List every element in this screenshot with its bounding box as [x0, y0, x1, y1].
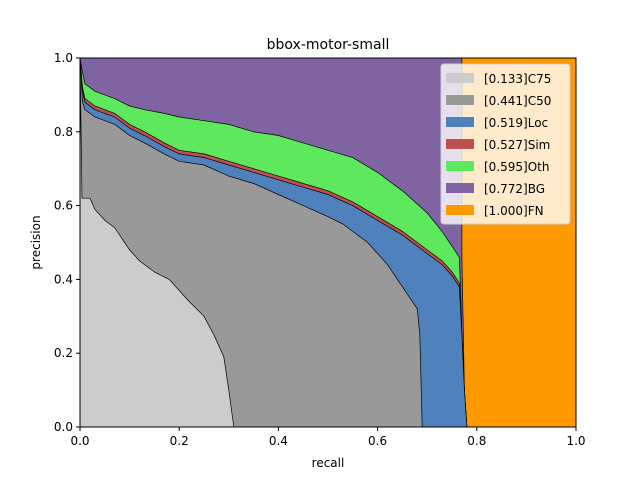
- legend-swatch: [446, 205, 474, 215]
- legend-label: [1.000]FN: [484, 204, 544, 218]
- y-tick-label: 0.6: [54, 199, 73, 213]
- legend-swatch: [446, 95, 474, 105]
- chart-title: bbox-motor-small: [267, 37, 390, 53]
- legend-label: [0.519]Loc: [484, 116, 548, 130]
- x-tick-label: 0.0: [70, 434, 89, 448]
- x-tick-label: 0.8: [467, 434, 486, 448]
- x-tick-label: 0.6: [368, 434, 387, 448]
- area-0-133-c75: [79, 57, 235, 428]
- plot-areas: [79, 57, 577, 428]
- y-tick-label: 0.0: [54, 420, 73, 434]
- plot-frame: [79, 57, 577, 428]
- legend-swatch: [446, 183, 474, 193]
- legend: [0.133]C75 [0.441]C50 [0.519]Loc [0.527]Sim…: [440, 63, 571, 225]
- y-tick-label: 1.0: [54, 51, 73, 65]
- legend-swatch: [446, 117, 474, 127]
- y-ticks: 0.0 0.2 0.4 0.6 0.8 1.0: [54, 51, 80, 434]
- legend-swatch: [446, 139, 474, 149]
- legend-swatch: [446, 73, 474, 83]
- x-axis-label: recall: [312, 456, 345, 470]
- legend-swatch: [446, 161, 474, 171]
- x-tick-label: 0.4: [269, 434, 288, 448]
- legend-label: [0.133]C75: [484, 72, 551, 86]
- y-tick-label: 0.2: [54, 346, 73, 360]
- y-axis-label: precision: [29, 215, 43, 269]
- y-tick-label: 0.4: [54, 272, 73, 286]
- y-tick-label: 0.8: [54, 125, 73, 139]
- legend-label: [0.441]C50: [484, 94, 551, 108]
- x-tick-label: 0.2: [170, 434, 189, 448]
- x-tick-label: 1.0: [566, 434, 585, 448]
- legend-label: [0.595]Oth: [484, 160, 549, 174]
- legend-label: [0.527]Sim: [484, 138, 550, 152]
- legend-label: [0.772]BG: [484, 182, 545, 196]
- x-ticks: 0.0 0.2 0.4 0.6 0.8 1.0: [70, 427, 586, 448]
